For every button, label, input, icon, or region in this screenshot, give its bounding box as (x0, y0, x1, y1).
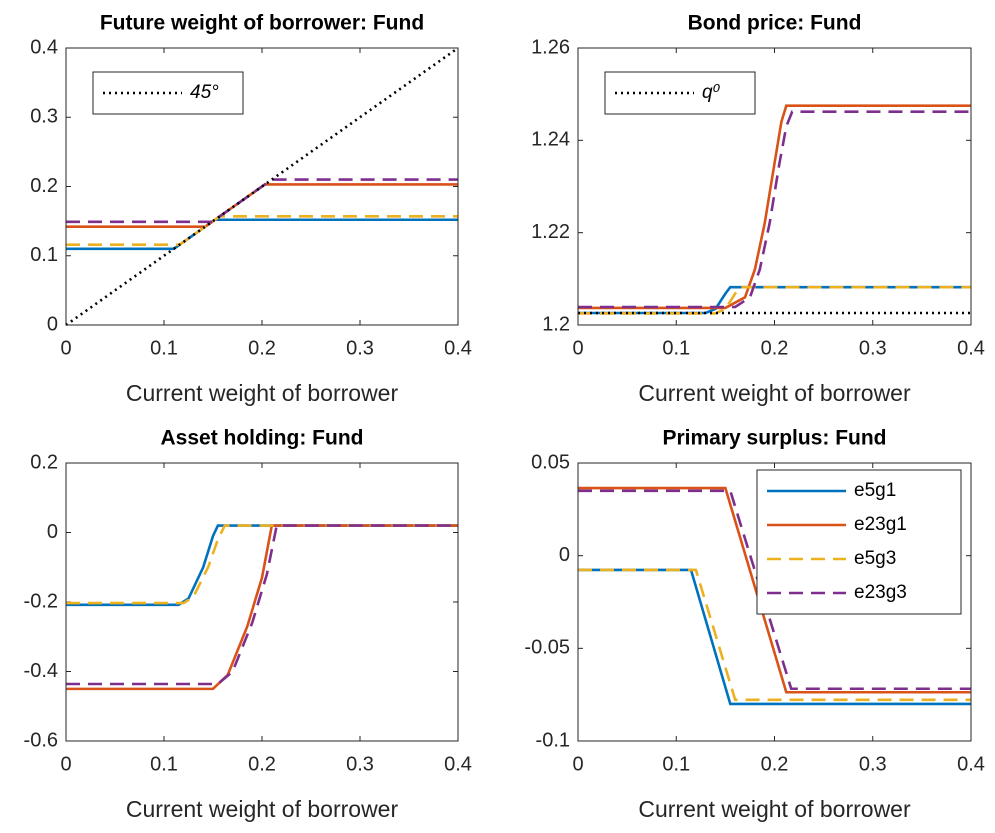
x-tick-label: 0.1 (662, 337, 690, 359)
legend-label: e5g3 (854, 548, 896, 569)
axes-box (65, 47, 459, 326)
y-tick-label: -0.6 (24, 729, 58, 751)
series-line (66, 524, 458, 605)
x-tick-label: 0.3 (346, 753, 374, 775)
axes-box (577, 47, 972, 326)
x-tick-label: 0.4 (957, 337, 985, 359)
series-line (578, 104, 971, 310)
legend-label: q⁰ (702, 82, 721, 103)
series-line (65, 46, 459, 327)
x-tick-label: 0.4 (957, 753, 985, 775)
x-tick-label: 0.4 (444, 753, 472, 775)
legend-label: e23g1 (854, 514, 907, 535)
y-tick-label: 0.1 (30, 244, 58, 266)
plot-area (66, 463, 458, 741)
x-tick-label: 0 (572, 753, 583, 775)
x-tick-label: 0.2 (248, 753, 276, 775)
series-line (66, 178, 458, 224)
x-axis-label: Current weight of borrower (638, 796, 911, 822)
y-tick-label: 0.05 (531, 451, 570, 473)
x-tick-label: 0.2 (248, 337, 276, 359)
x-tick-label: 0 (572, 337, 583, 359)
x-tick-label: 0.2 (761, 337, 789, 359)
x-tick-label: 0.1 (150, 337, 178, 359)
chart-title: Primary surplus: Fund (662, 427, 886, 450)
x-axis-label: Current weight of borrower (638, 380, 911, 406)
series-line (66, 524, 458, 607)
y-tick-label: 0.4 (30, 36, 58, 58)
x-tick-label: 0.3 (346, 337, 374, 359)
y-tick-label: 0.3 (30, 106, 58, 128)
y-tick-label: 0 (559, 544, 570, 566)
y-tick-label: 1.26 (531, 36, 570, 58)
legend-label: e5g1 (854, 480, 896, 501)
x-tick-label: 0.1 (662, 753, 690, 775)
series-line (578, 486, 971, 694)
axes-box (65, 462, 459, 742)
axes-box (577, 462, 972, 742)
x-axis-label: Current weight of borrower (126, 796, 399, 822)
y-tick-label: 1.24 (531, 129, 570, 151)
x-tick-label: 0.3 (859, 337, 887, 359)
series-line (578, 110, 971, 309)
legend-box (92, 71, 244, 115)
x-tick-label: 0.4 (444, 337, 472, 359)
chart-title: Future weight of borrower: Fund (100, 12, 424, 35)
series-line (578, 568, 971, 702)
legend-label: e23g3 (854, 582, 907, 603)
x-axis-label: Current weight of borrower (126, 380, 399, 406)
chart-title: Asset holding: Fund (161, 427, 364, 450)
x-tick-label: 0.2 (761, 753, 789, 775)
legend-box (604, 71, 756, 115)
y-tick-label: -0.2 (24, 590, 58, 612)
y-tick-label: 1.2 (542, 313, 570, 335)
series-line (66, 183, 458, 228)
x-tick-label: 0.1 (150, 753, 178, 775)
y-tick-label: 1.22 (531, 221, 570, 243)
y-tick-label: 0.2 (30, 451, 58, 473)
legend-box (756, 469, 962, 615)
legend-label: 45° (190, 82, 219, 103)
series-line (66, 524, 458, 686)
x-tick-label: 0 (60, 337, 71, 359)
y-tick-label: -0.1 (536, 729, 570, 751)
y-tick-label: 0.2 (30, 175, 58, 197)
chart-title: Bond price: Fund (688, 12, 862, 35)
y-tick-label: -0.05 (524, 637, 570, 659)
x-tick-label: 0 (60, 753, 71, 775)
y-tick-label: 0 (47, 521, 58, 543)
y-tick-label: 0 (47, 313, 58, 335)
y-tick-label: -0.4 (24, 660, 58, 682)
x-tick-label: 0.3 (859, 753, 887, 775)
